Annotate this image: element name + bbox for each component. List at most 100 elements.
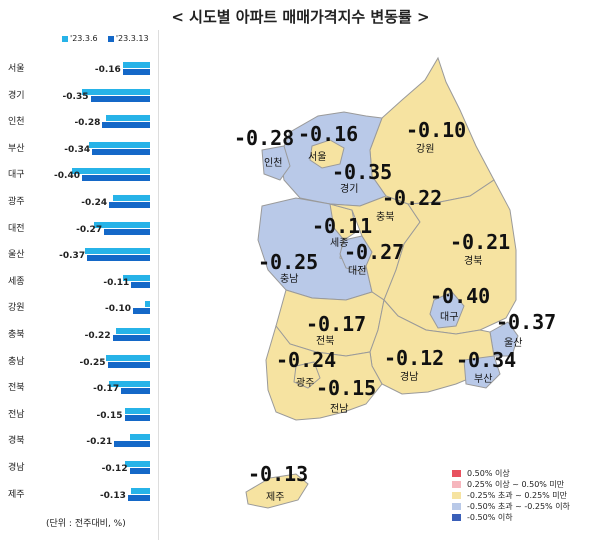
legend-swatch-lightblue [452, 503, 461, 510]
map-region-name: 경남 [400, 372, 419, 383]
map-region-name: 제주 [266, 492, 285, 503]
bar-curr [131, 281, 150, 288]
bar-category-label: 인천 [8, 117, 25, 128]
map-region-name: 세종 [330, 238, 349, 249]
bar-value-label: -0.25 [79, 357, 106, 368]
bar-category-label: 대전 [8, 223, 25, 234]
legend-label-curr: '23.3.13 [115, 34, 149, 43]
bar-value-label: -0.13 [99, 490, 126, 501]
map-region-name: 경북 [464, 256, 483, 267]
map-legend-row-3: -0.50% 초과 ~ -0.25% 이하 [452, 501, 570, 512]
bar-prev [88, 141, 150, 148]
bar-category-label: 울산 [8, 250, 25, 261]
bar-prev [71, 168, 150, 175]
region-jeju [245, 473, 309, 509]
map-region-value: -0.12 [384, 346, 445, 370]
bar-category-label: 부산 [8, 143, 25, 154]
bar-value-label: -0.11 [103, 277, 130, 288]
bar-curr [114, 441, 150, 448]
bar-value-label: -0.34 [64, 144, 91, 155]
bar-category-label: 전북 [8, 383, 25, 394]
map-legend-label: 0.50% 이상 [467, 469, 510, 478]
bar-value-label: -0.37 [59, 251, 86, 262]
bar-curr [107, 361, 150, 368]
map-region-value: -0.13 [248, 462, 309, 486]
map-region-value: -0.21 [450, 230, 511, 254]
bar-curr [121, 388, 150, 395]
map-region-name: 대전 [348, 266, 367, 277]
divider [158, 30, 159, 540]
bar-curr [82, 175, 150, 182]
bar-value-label: -0.24 [81, 198, 108, 208]
bar-curr [102, 122, 150, 129]
bar-value-label: -0.17 [93, 384, 120, 395]
bar-prev [124, 407, 150, 414]
bar-prev [93, 221, 150, 228]
bar-prev [131, 487, 150, 494]
map-legend-row-1: 0.25% 이상 ~ 0.50% 미만 [452, 479, 570, 490]
bar-category-label: 충남 [8, 356, 25, 367]
bar-prev [82, 88, 150, 95]
bar-prev [85, 248, 150, 255]
map-region-value: -0.22 [382, 186, 443, 210]
map-region-name: 경기 [340, 184, 359, 195]
region-jeonnam [265, 324, 383, 421]
unit-note: (단위 : 전주대비, %) [46, 519, 126, 529]
bar-value-label: -0.10 [105, 304, 131, 315]
bar-prev [122, 62, 150, 68]
bar-category-label: 세종 [8, 276, 25, 287]
bar-curr [129, 468, 150, 474]
legend-swatch-navy [452, 514, 461, 521]
bar-value-label: -0.12 [101, 464, 128, 474]
bar-curr [122, 69, 150, 75]
map-region-name: 전남 [330, 404, 349, 415]
map-legend-row-0: 0.50% 이상 [452, 468, 570, 479]
bar-curr [127, 494, 150, 501]
legend-swatch-yellow [452, 492, 461, 499]
bar-curr [87, 255, 150, 262]
bar-prev [105, 115, 150, 122]
chart-title: < 시도별 아파트 매매가격지수 변동률 > [171, 8, 430, 26]
map-region-value: -0.40 [430, 284, 491, 308]
map-legend: 0.50% 이상 0.25% 이상 ~ 0.50% 미만 -0.25% 초과 ~… [452, 468, 570, 523]
map-legend-row-2: -0.25% 초과 ~ 0.25% 미만 [452, 490, 570, 501]
bar-category-label: 경기 [8, 90, 25, 101]
region-seoul [309, 139, 345, 169]
map-region-value: -0.24 [276, 348, 337, 372]
map-legend-label: -0.50% 초과 ~ -0.25% 이하 [467, 502, 570, 511]
bar-value-label: -0.40 [54, 171, 80, 182]
map-region-name: 강원 [416, 144, 435, 155]
map-region-name: 충북 [376, 212, 395, 223]
map-legend-label: -0.50% 이하 [467, 513, 513, 522]
bar-category-label: 충북 [8, 330, 25, 340]
bar-prev [144, 301, 150, 308]
map-region-value: -0.37 [496, 310, 557, 334]
bar-curr [109, 202, 150, 208]
map-region-value: -0.25 [258, 250, 319, 274]
map-regions [245, 56, 519, 509]
bar-category-label: 전남 [8, 409, 25, 420]
region-incheon [261, 145, 291, 181]
bar-prev [124, 461, 150, 467]
legend-label-prev: '23.3.6 [70, 34, 98, 43]
bar-prev [109, 381, 150, 388]
bar-prev [129, 434, 150, 441]
map-region-name: 광주 [296, 378, 315, 389]
map-region-name: 전북 [316, 336, 335, 347]
legend-swatch-red [452, 470, 461, 477]
map-region-name: 대구 [440, 312, 459, 323]
bar-value-label: -0.35 [62, 91, 89, 102]
bar-curr [124, 414, 150, 421]
map-region-value: -0.11 [312, 214, 373, 238]
bar-category-label: 경북 [8, 436, 25, 447]
bar-prev [112, 195, 150, 201]
legend-swatch-prev [62, 35, 68, 42]
map-region-name: 울산 [504, 338, 523, 349]
bar-legend: '23.3.6 '23.3.13 [62, 34, 149, 43]
legend-swatch-curr [107, 35, 114, 42]
bar-value-label: -0.22 [84, 331, 111, 341]
map-region-name: 충남 [280, 274, 299, 285]
bar-curr [104, 228, 150, 235]
bar-category-label: 강원 [8, 303, 25, 314]
